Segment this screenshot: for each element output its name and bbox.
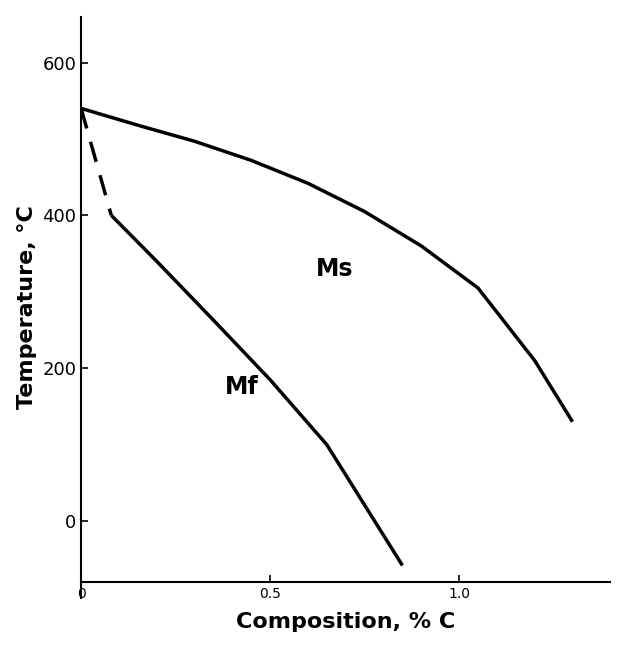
Text: Mf: Mf xyxy=(224,376,258,399)
Y-axis label: Temperature, °C: Temperature, °C xyxy=(17,205,36,409)
Text: Ms: Ms xyxy=(315,257,353,281)
X-axis label: Composition, % C: Composition, % C xyxy=(236,612,455,632)
